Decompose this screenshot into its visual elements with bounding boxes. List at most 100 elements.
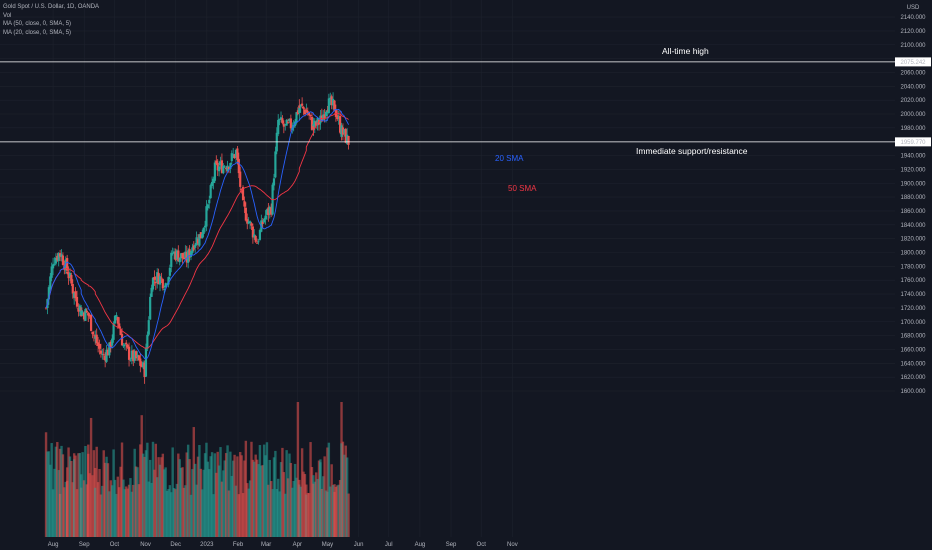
candle-body <box>174 251 177 260</box>
candle-body <box>326 110 329 112</box>
time-axis[interactable]: Aug Sep Oct Nov Dec 2023 Feb Mar Apr May Jun Jul Aug… <box>48 542 518 548</box>
volume-bar <box>64 481 67 537</box>
price-axis[interactable]: USD 1600.000 1620.000 1640.000 1660.000 1680.… <box>900 5 926 395</box>
volume-bar <box>309 442 312 537</box>
candle-body <box>205 206 208 227</box>
volume-bar <box>78 453 82 537</box>
candle-body <box>220 160 224 173</box>
candle-body <box>232 154 235 156</box>
candle-body <box>189 251 193 257</box>
chart-legend: Gold Spot / U.S. Dollar, 1D, OANDA Vol M… <box>3 3 99 37</box>
candle-body <box>67 272 70 279</box>
volume-bar <box>213 453 217 537</box>
volume-bar <box>303 474 307 537</box>
candle-body <box>303 109 307 115</box>
candle-body <box>202 227 205 234</box>
volume-bar <box>209 456 212 537</box>
candle-body <box>151 277 155 290</box>
candle-body <box>85 310 88 313</box>
candle-body <box>299 104 302 107</box>
volume-bar <box>312 483 315 537</box>
volume-bar <box>150 482 153 537</box>
candle-body <box>182 257 186 260</box>
candle-body <box>277 119 280 135</box>
volume-bar <box>288 453 291 537</box>
volume-bar <box>154 443 157 537</box>
candle-body <box>146 334 149 349</box>
candle-body <box>308 112 311 116</box>
volume-bar <box>44 432 48 537</box>
candle-body <box>132 350 135 362</box>
volume-bar <box>84 445 87 537</box>
candle-body <box>230 153 233 162</box>
ma50-indicator-label[interactable]: MA (50, close, 0, SMA, 5) <box>3 21 72 27</box>
x-tick-label: Aug <box>415 542 426 548</box>
volume-bar <box>123 489 127 537</box>
candle-body <box>298 105 301 108</box>
candle-body <box>115 315 118 317</box>
volume-bar <box>261 465 264 537</box>
volume-bar <box>272 457 276 537</box>
volume-bar <box>185 452 188 537</box>
volume-bar <box>122 479 125 537</box>
ma20-indicator-label[interactable]: MA (20, close, 0, SMA, 5) <box>3 29 72 36</box>
symbol-title[interactable]: Gold Spot / U.S. Dollar, 1D, OANDA <box>3 4 100 10</box>
candle-body <box>305 110 308 112</box>
volume-bar <box>130 491 134 537</box>
ma20-label: 20 SMA <box>495 154 524 163</box>
volume-bar <box>163 469 166 537</box>
volume-bar <box>331 484 335 537</box>
volume-bar <box>158 464 162 537</box>
candle-body <box>337 116 340 119</box>
horizontal-levels[interactable]: 2075.242 1959.770 <box>0 57 931 147</box>
volume-bar <box>175 483 179 537</box>
candle-body <box>154 281 157 284</box>
volume-bar <box>289 462 293 537</box>
y-tick-label: 2120.000 <box>900 29 926 35</box>
candle-body <box>66 271 69 274</box>
candle-body <box>185 252 188 263</box>
volume-bar <box>60 445 63 537</box>
volume-bar <box>172 488 176 537</box>
y-tick-label: 1660.000 <box>900 347 926 353</box>
volume-bar <box>148 459 152 537</box>
volume-bar <box>246 483 249 537</box>
volume-bar <box>226 445 229 537</box>
candle-body <box>226 165 229 171</box>
volume-bar <box>119 466 122 537</box>
candle-body <box>50 266 53 278</box>
candle-body <box>61 255 65 265</box>
volume-bar <box>164 467 167 537</box>
candle-body <box>274 151 277 178</box>
volume-bar <box>188 459 191 537</box>
candle-body <box>240 188 243 190</box>
candle-body <box>261 221 264 224</box>
candle-body <box>167 277 170 285</box>
candle-body <box>136 354 139 358</box>
volume-bar <box>51 489 55 537</box>
candle-body <box>81 312 84 313</box>
candle-body <box>267 207 270 216</box>
candle-body <box>341 127 345 135</box>
candle-body <box>123 344 126 346</box>
candle-body <box>163 289 166 290</box>
volume-bar <box>292 480 295 537</box>
x-tick-label: 2023 <box>200 542 214 548</box>
volume-bar <box>105 456 108 537</box>
volume-bar <box>345 457 349 537</box>
candle-body <box>112 323 115 340</box>
candle-body <box>120 334 124 346</box>
vol-indicator-label[interactable]: Vol <box>3 12 12 19</box>
volume-bar <box>95 446 98 537</box>
volume-bar <box>295 477 298 537</box>
candle-body <box>209 185 212 199</box>
volume-bar <box>343 454 346 537</box>
candle-body <box>241 187 245 201</box>
volume-bar <box>115 493 118 537</box>
volume-bar <box>212 494 215 537</box>
volume-bar <box>340 443 343 537</box>
volume-bar <box>322 476 325 537</box>
candle-body <box>219 161 222 166</box>
x-tick-label: Oct <box>477 542 487 548</box>
